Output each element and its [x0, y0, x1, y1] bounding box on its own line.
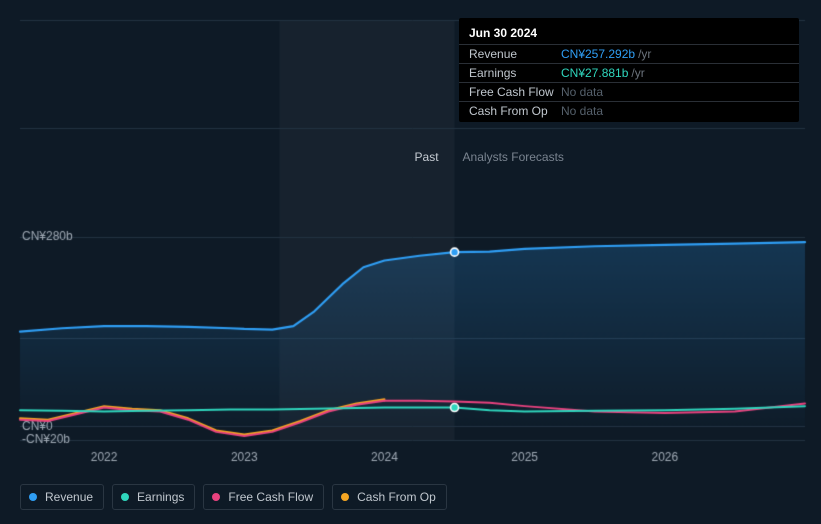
legend-item-cash-from-op[interactable]: Cash From Op [332, 484, 447, 510]
tooltip-row: Cash From OpNo data [459, 102, 799, 120]
tooltip-row-label: Earnings [469, 66, 561, 80]
legend-item-free-cash-flow[interactable]: Free Cash Flow [203, 484, 324, 510]
past-section-label: Past [415, 150, 439, 164]
legend-label: Cash From Op [357, 490, 436, 504]
tooltip-row-unit: /yr [631, 66, 644, 80]
legend-label: Free Cash Flow [228, 490, 313, 504]
tooltip-row-value: No data [561, 104, 603, 118]
legend-label: Earnings [137, 490, 184, 504]
tooltip-row-label: Free Cash Flow [469, 85, 561, 99]
forecast-section-label: Analysts Forecasts [463, 150, 564, 164]
tooltip-title: Jun 30 2024 [459, 24, 799, 45]
legend-dot-icon [29, 493, 37, 501]
chart-legend: Revenue Earnings Free Cash Flow Cash From O… [20, 484, 447, 510]
legend-item-earnings[interactable]: Earnings [112, 484, 195, 510]
tooltip-row-label: Revenue [469, 47, 561, 61]
legend-dot-icon [212, 493, 220, 501]
legend-dot-icon [341, 493, 349, 501]
tooltip-row-value: No data [561, 85, 603, 99]
legend-label: Revenue [45, 490, 93, 504]
tooltip-row-label: Cash From Op [469, 104, 561, 118]
tooltip-row: Free Cash FlowNo data [459, 83, 799, 102]
tooltip-row: RevenueCN¥257.292b/yr [459, 45, 799, 64]
chart-tooltip: Jun 30 2024 RevenueCN¥257.292b/yrEarning… [459, 18, 799, 122]
tooltip-row-value: CN¥27.881b/yr [561, 66, 645, 80]
tooltip-row-value: CN¥257.292b/yr [561, 47, 651, 61]
legend-dot-icon [121, 493, 129, 501]
legend-item-revenue[interactable]: Revenue [20, 484, 104, 510]
tooltip-row: EarningsCN¥27.881b/yr [459, 64, 799, 83]
tooltip-row-unit: /yr [638, 47, 651, 61]
